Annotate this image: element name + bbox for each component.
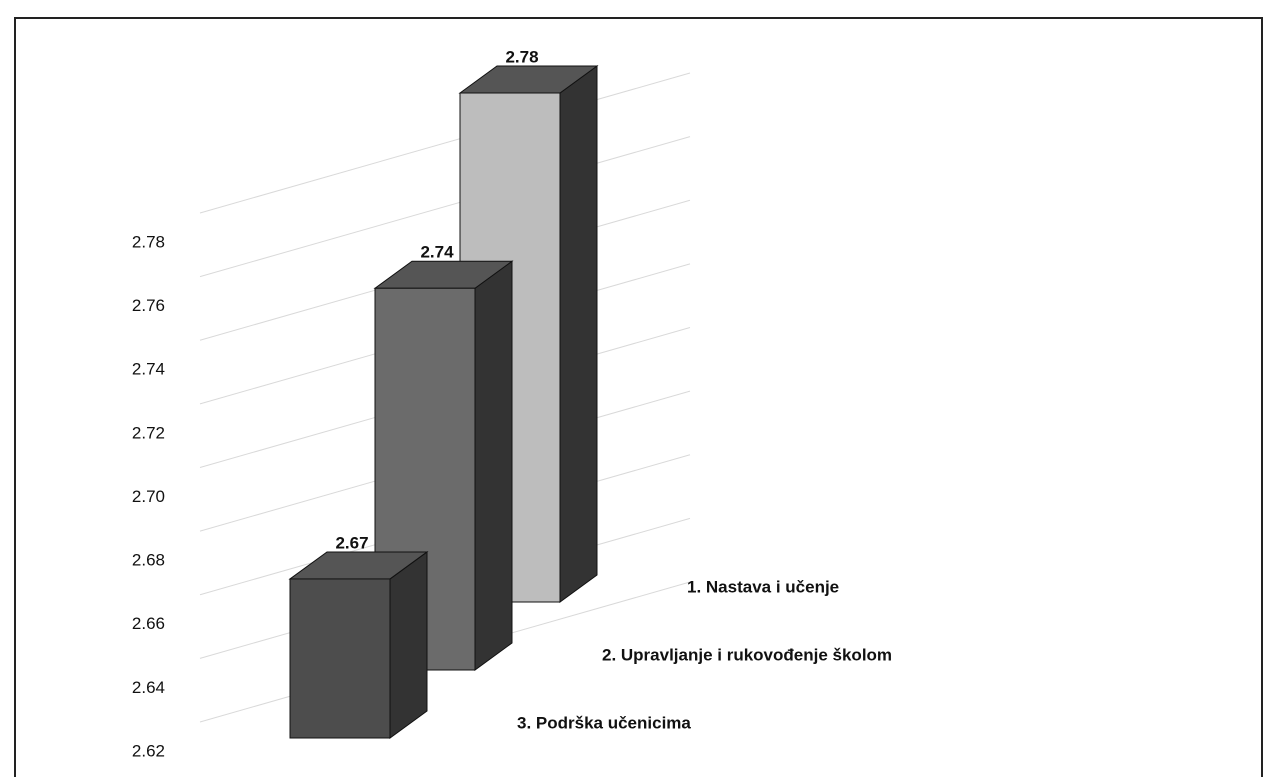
y-tick-label: 2.70 <box>132 487 165 506</box>
y-tick-label: 2.72 <box>132 423 165 442</box>
grid-line <box>199 136 691 278</box>
y-tick-label: 2.62 <box>132 741 165 760</box>
grid-line <box>199 72 691 214</box>
category-label: 1. Nastava i učenje <box>687 577 839 596</box>
bar-side <box>474 260 513 671</box>
y-tick-label: 2.64 <box>132 678 165 697</box>
bar <box>289 578 391 739</box>
y-tick-label: 2.78 <box>132 232 165 251</box>
category-label: 2. Upravljanje i rukovođenje školom <box>602 645 892 664</box>
data-label: 2.67 <box>335 533 368 552</box>
bar-side <box>389 550 428 739</box>
category-label: 3. Podrška učenicima <box>517 713 691 732</box>
data-label: 2.74 <box>420 243 454 262</box>
data-label: 2.78 <box>505 47 538 66</box>
y-tick-label: 2.68 <box>132 551 165 570</box>
y-tick-label: 2.74 <box>132 360 165 379</box>
y-tick-label: 2.66 <box>132 614 165 633</box>
bar-side <box>559 65 598 603</box>
y-tick-label: 2.76 <box>132 296 165 315</box>
